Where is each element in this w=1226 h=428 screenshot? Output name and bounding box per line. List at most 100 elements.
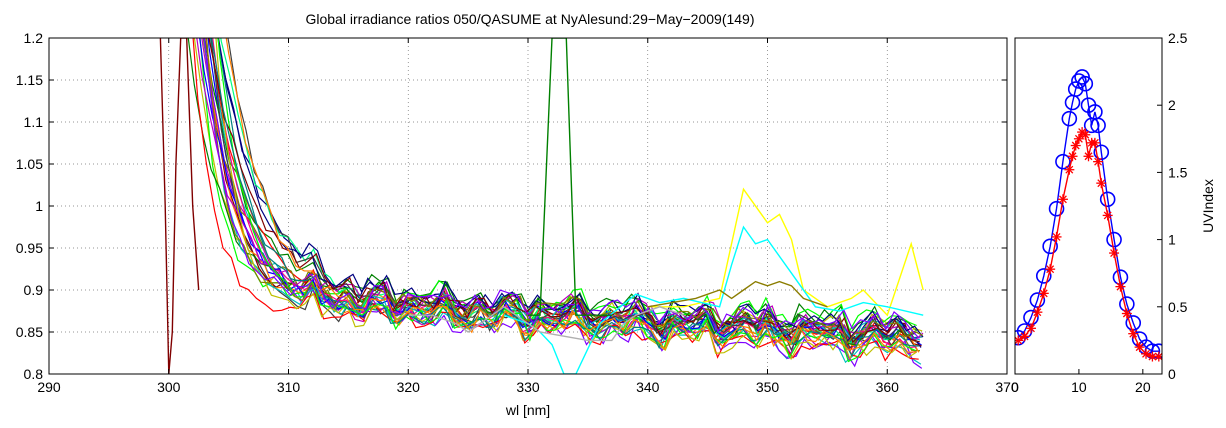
uv-star-marker bbox=[1051, 231, 1062, 242]
main-y-tick-label: 1 bbox=[35, 198, 43, 214]
uv-circle-marker bbox=[1048, 200, 1065, 217]
uv-star-marker bbox=[1153, 351, 1162, 362]
uv-star-stroke bbox=[1129, 329, 1138, 338]
uv-star-stroke bbox=[1116, 282, 1125, 291]
uv-star-stroke bbox=[1110, 249, 1119, 257]
main-y-tick-label: 0.85 bbox=[16, 324, 43, 340]
uv-y-axis-label: UVIndex bbox=[1200, 179, 1216, 233]
uv-circle-marker bbox=[1077, 75, 1094, 92]
uv-y-tick-label: 2 bbox=[1168, 97, 1176, 113]
uv-star-marker bbox=[1089, 137, 1100, 148]
uv-star-marker bbox=[1102, 210, 1113, 221]
uv-star-stroke bbox=[1065, 165, 1074, 174]
main-notable-trace bbox=[647, 280, 828, 308]
main-x-tick-label: 370 bbox=[995, 379, 1019, 395]
uv-star-stroke bbox=[1046, 265, 1055, 274]
uv-y-tick-label: 0.5 bbox=[1168, 299, 1188, 315]
uv-star-stroke bbox=[1094, 157, 1103, 166]
uv-y-tick-label: 2.5 bbox=[1168, 30, 1188, 46]
uv-ticks: 0 10 20 0 0.5 1 1.5 2 2.5 bbox=[1011, 30, 1188, 395]
main-title: Global irradiance ratios 050/QASUME at N… bbox=[305, 11, 754, 27]
uv-star-stroke bbox=[1015, 336, 1023, 345]
uv-x-tick-label: 20 bbox=[1135, 379, 1151, 395]
main-x-tick-label: 300 bbox=[157, 379, 181, 395]
uv-star-marker bbox=[1064, 164, 1075, 175]
main-series-line bbox=[192, 38, 919, 362]
uv-y-tick-label: 0 bbox=[1168, 366, 1176, 382]
main-x-tick-label: 290 bbox=[37, 379, 61, 395]
uv-circle-marker bbox=[1099, 191, 1116, 208]
uv-star-marker bbox=[1019, 331, 1030, 342]
uv-star-stroke bbox=[1039, 289, 1048, 298]
uv-x-tick-label: 0 bbox=[1011, 379, 1019, 395]
main-y-tick-label: 0.95 bbox=[16, 240, 43, 256]
uv-circle-marker bbox=[1067, 81, 1084, 97]
uv-star-marker bbox=[1025, 323, 1036, 334]
main-y-tick-label: 1.05 bbox=[16, 156, 43, 172]
uv-star-marker bbox=[1096, 178, 1107, 189]
uv-x-tick-label: 10 bbox=[1071, 379, 1087, 395]
uv-star-marker bbox=[1134, 342, 1145, 353]
uv-star-stroke bbox=[1074, 134, 1083, 143]
uv-star-marker bbox=[1115, 281, 1126, 292]
main-series-line bbox=[204, 38, 920, 339]
uv-circle-marker bbox=[1055, 153, 1071, 170]
main-y-tick-label: 0.9 bbox=[24, 282, 44, 298]
uv-star-stroke bbox=[1154, 352, 1162, 361]
uv-axes-frame bbox=[1014, 37, 1163, 375]
uv-star-marker bbox=[1032, 307, 1043, 318]
uv-circle-marker bbox=[1035, 268, 1052, 284]
main-x-tick-label: 310 bbox=[277, 379, 301, 395]
uv-series-group bbox=[1015, 69, 1162, 362]
main-notable-trace bbox=[647, 187, 924, 317]
main-notable-trace bbox=[159, 38, 200, 374]
main-plot-area bbox=[159, 38, 924, 374]
uv-star-stroke bbox=[1103, 211, 1112, 220]
uv-star-stroke bbox=[1090, 138, 1099, 147]
main-notable-trace bbox=[528, 38, 612, 316]
main-grid bbox=[49, 38, 1007, 374]
uv-star-marker bbox=[1045, 264, 1056, 275]
uv-star-stroke bbox=[1081, 130, 1090, 139]
uv-star-stroke bbox=[1020, 332, 1029, 341]
uv-star-marker bbox=[1121, 308, 1132, 319]
main-ticks: 290 300 310 320 330 340 350 360 370 0.8 0.85 0.9 0.9… bbox=[16, 30, 1019, 395]
uv-star-stroke bbox=[1084, 152, 1093, 161]
main-x-axis-label: wl [nm] bbox=[505, 402, 550, 418]
uv-series-line bbox=[1017, 130, 1159, 358]
main-series-line bbox=[225, 38, 917, 353]
uv-star-stroke bbox=[1033, 308, 1042, 317]
main-x-tick-label: 340 bbox=[636, 379, 660, 395]
uv-star-marker bbox=[1015, 335, 1024, 346]
uv-star-stroke bbox=[1071, 141, 1080, 150]
uv-circle-marker bbox=[1090, 117, 1106, 134]
uv-star-marker bbox=[1067, 151, 1078, 162]
main-y-tick-label: 1.15 bbox=[16, 72, 43, 88]
main-series-line bbox=[210, 38, 919, 358]
uv-star-stroke bbox=[1122, 309, 1131, 318]
main-series-line bbox=[227, 38, 917, 340]
uv-star-marker bbox=[1080, 129, 1091, 140]
uv-star-stroke bbox=[1068, 152, 1077, 161]
main-x-tick-label: 320 bbox=[397, 379, 421, 395]
main-series-line bbox=[215, 38, 918, 361]
uv-star-stroke bbox=[1027, 324, 1035, 333]
uv-star-stroke bbox=[1052, 232, 1061, 241]
uv-star-marker bbox=[1109, 248, 1120, 259]
main-y-tick-label: 1.1 bbox=[24, 114, 44, 130]
uv-circle-marker bbox=[1061, 110, 1078, 127]
uv-plot-area bbox=[1015, 69, 1162, 362]
uv-star-stroke bbox=[1148, 352, 1157, 361]
uv-star-marker bbox=[1057, 194, 1068, 205]
main-notable-trace bbox=[503, 225, 924, 374]
main-y-tick-label: 0.8 bbox=[24, 366, 44, 382]
uv-star-stroke bbox=[1142, 349, 1150, 358]
uv-star-marker bbox=[1038, 288, 1049, 299]
uv-circle-marker bbox=[1106, 231, 1122, 248]
uv-star-stroke bbox=[1097, 179, 1106, 188]
uv-star-stroke bbox=[1058, 195, 1067, 204]
uv-star-marker bbox=[1083, 151, 1094, 162]
main-series-group bbox=[159, 38, 924, 374]
